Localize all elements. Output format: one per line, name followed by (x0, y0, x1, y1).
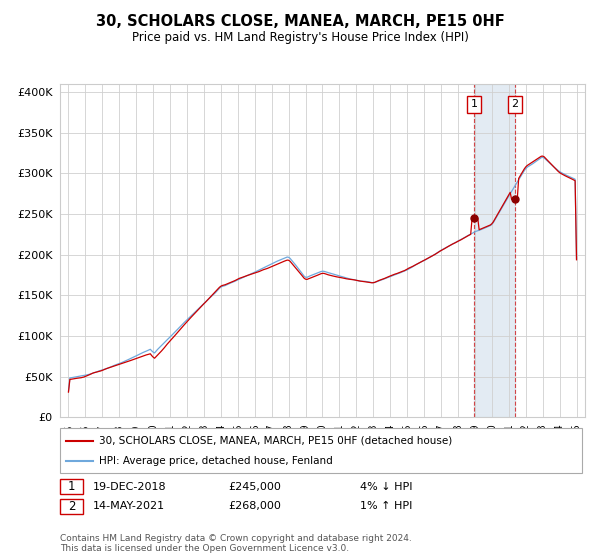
Bar (474, 84, 515, 417)
Text: 19-DEC-2018: 19-DEC-2018 (93, 482, 167, 492)
Text: 14-MAY-2021: 14-MAY-2021 (93, 501, 165, 511)
Text: HPI: Average price, detached house, Fenland: HPI: Average price, detached house, Fenl… (99, 456, 333, 466)
Text: 4% ↓ HPI: 4% ↓ HPI (360, 482, 413, 492)
Text: 1: 1 (471, 99, 478, 109)
Text: 2: 2 (68, 500, 75, 513)
Text: Contains HM Land Registry data © Crown copyright and database right 2024.
This d: Contains HM Land Registry data © Crown c… (60, 534, 412, 553)
Text: Price paid vs. HM Land Registry's House Price Index (HPI): Price paid vs. HM Land Registry's House … (131, 31, 469, 44)
Text: 2: 2 (511, 99, 518, 109)
Text: £268,000: £268,000 (228, 501, 281, 511)
Text: £245,000: £245,000 (228, 482, 281, 492)
Text: 1: 1 (68, 480, 75, 493)
Text: 1% ↑ HPI: 1% ↑ HPI (360, 501, 412, 511)
Text: 30, SCHOLARS CLOSE, MANEA, MARCH, PE15 0HF: 30, SCHOLARS CLOSE, MANEA, MARCH, PE15 0… (95, 14, 505, 29)
Text: 30, SCHOLARS CLOSE, MANEA, MARCH, PE15 0HF (detached house): 30, SCHOLARS CLOSE, MANEA, MARCH, PE15 0… (99, 436, 452, 446)
